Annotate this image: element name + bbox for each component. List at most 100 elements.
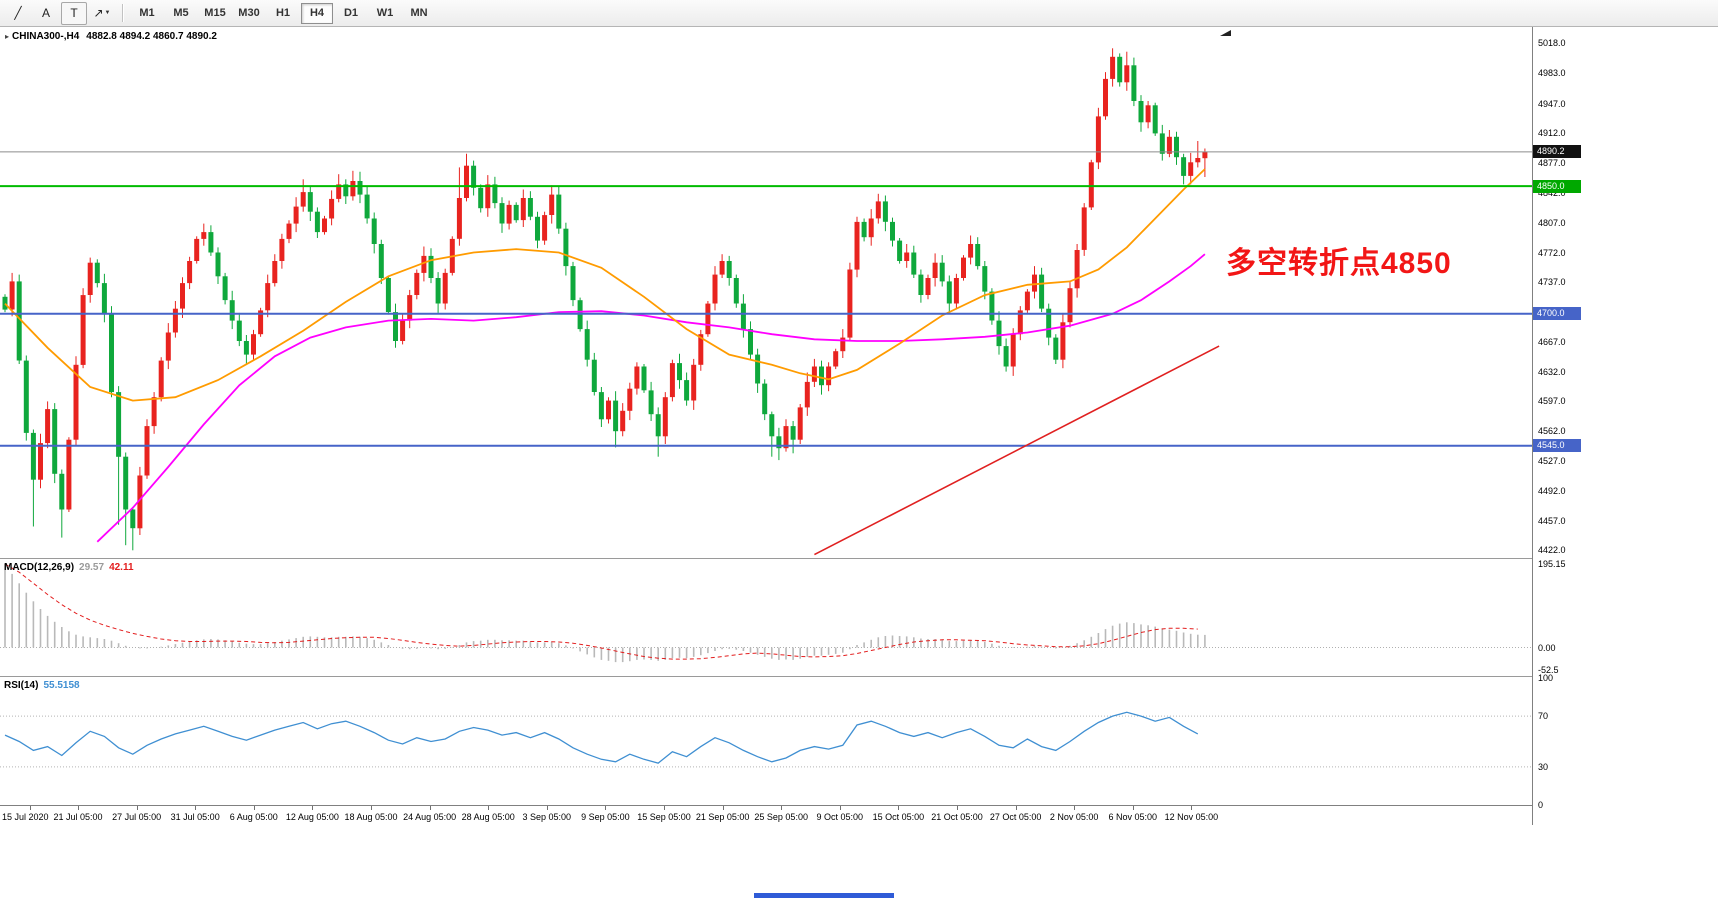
macd-signal-line: [4, 563, 1198, 660]
text-label-tool-icon[interactable]: T: [61, 1, 87, 25]
timeframe-w1[interactable]: W1: [376, 6, 394, 19]
time-tick-label: 21 Jul 05:00: [53, 812, 103, 822]
price-axis[interactable]: 5018.0 4983.0 4947.0 4912.0 4877.0 4842.0 4807…: [1532, 27, 1718, 825]
price-tick-label: 4947.0: [1538, 98, 1566, 109]
timeframe-m30[interactable]: M30: [238, 6, 260, 19]
time-tick-label: 27 Oct 05:00: [989, 812, 1042, 822]
ma-slow-line: [96, 253, 1206, 543]
macd-plot[interactable]: [0, 560, 1532, 676]
time-tick-label: 6 Nov 05:00: [1108, 812, 1158, 822]
time-tick-label: 21 Sep 05:00: [695, 812, 750, 822]
rsi-tick-label: 100: [1538, 673, 1554, 683]
chart-title: ▸ CHINA300-,H4 4882.8 4894.2 4860.7 4890.2: [5, 31, 217, 42]
time-tick-label: 25 Sep 05:00: [754, 812, 808, 822]
macd-tick-label: -52.5: [1538, 665, 1559, 675]
time-tick: [136, 806, 138, 810]
price-tick-label: 4632.0: [1538, 366, 1566, 377]
price-badge-4890.2: 4890.2: [1533, 145, 1581, 159]
time-tick-label: 18 Aug 05:00: [344, 812, 398, 822]
time-tick-label: 24 Aug 05:00: [403, 812, 457, 822]
timeframe-m15[interactable]: M15: [204, 6, 226, 19]
main-chart-plot[interactable]: [0, 27, 1532, 558]
toolbar: ╱ A T ↗ ▼ M1 M5 M15 M30 H1 H4 D1 W1 MN: [0, 0, 1718, 27]
price-tick-label: 4527.0: [1538, 456, 1566, 466]
timeframe-mn[interactable]: MN: [410, 6, 428, 19]
time-tick-label: 12 Nov 05:00: [1164, 812, 1219, 822]
rsi-line: [4, 711, 1199, 764]
time-tick-label: 3 Sep 05:00: [522, 812, 572, 822]
chart-shift-marker-icon[interactable]: [1220, 30, 1231, 36]
time-tick-label: 15 Sep 05:00: [637, 812, 691, 822]
macd-signal-value: 42.11: [109, 562, 134, 573]
arrows-tool-icon[interactable]: ↗ ▼: [93, 6, 111, 20]
toolbar-tools: ╱ A T ↗ ▼: [4, 1, 116, 25]
time-tick: [898, 806, 900, 810]
rsi-plot[interactable]: [0, 678, 1532, 805]
rsi-tick-label: 70: [1538, 711, 1549, 722]
candles-group: [2, 48, 1208, 551]
time-tick: [371, 806, 372, 810]
price-tick-label: 4772.0: [1538, 247, 1566, 258]
time-tick: [546, 806, 548, 810]
timeframe-h1[interactable]: H1: [275, 6, 291, 19]
trendline[interactable]: [814, 345, 1220, 556]
timeframe-m5[interactable]: M5: [173, 6, 189, 19]
time-tick-label: 15 Jul 2020: [2, 812, 49, 822]
one-click-trading-icon[interactable]: ▸: [5, 32, 10, 41]
timeframe-d1[interactable]: D1: [343, 6, 359, 19]
time-tick-label: 21 Oct 05:00: [931, 812, 983, 822]
time-tick-label: 2 Nov 05:00: [1049, 812, 1099, 822]
toolbar-timeframes: M1 M5 M15 M30 H1 H4 D1 W1 MN: [130, 2, 436, 24]
macd-label-row: MACD(12,26,9) 29.57 42.11: [4, 562, 139, 573]
rsi-tick-label: 0: [1538, 800, 1544, 810]
time-tick: [30, 806, 31, 810]
price-tick-label: 4842.0: [1538, 187, 1566, 198]
chart-symbol-timeframe: CHINA300-,H4: [12, 31, 80, 42]
price-tick-label: 4492.0: [1538, 485, 1566, 496]
chart-annotation-text[interactable]: 多空转折点4850: [1226, 247, 1452, 280]
time-tick: [1074, 806, 1076, 810]
dropdown-caret-icon: ▼: [104, 10, 111, 16]
time-tick-label: 27 Jul 05:00: [112, 812, 162, 822]
time-tick: [664, 806, 665, 810]
price-tick-label: 5018.0: [1538, 38, 1566, 49]
time-tick: [1191, 806, 1193, 810]
price-tick-label: 4807.0: [1538, 217, 1566, 228]
chart-window: ▸ CHINA300-,H4 4882.8 4894.2 4860.7 4890.2…: [0, 27, 1718, 898]
rsi-value: 55.5158: [43, 680, 80, 691]
line-tool-icon[interactable]: ╱: [14, 6, 22, 20]
timeframe-m1[interactable]: M1: [139, 6, 155, 19]
time-tick: [429, 806, 431, 810]
time-tick: [781, 806, 783, 810]
price-tick-label: 4457.0: [1538, 515, 1566, 526]
time-tick-label: 6 Aug 05:00: [229, 812, 278, 822]
price-tick-label: 4877.0: [1538, 158, 1566, 169]
time-tick-label: 9 Oct 05:00: [816, 812, 864, 822]
price-tick-label: 4667.0: [1538, 336, 1566, 347]
time-tick: [1132, 806, 1134, 810]
time-tick-label: 31 Jul 05:00: [170, 812, 220, 822]
price-tick-label: 4597.0: [1538, 396, 1566, 407]
time-tick: [253, 806, 255, 810]
macd-tick-label: 195.15: [1538, 559, 1566, 569]
time-tick: [1015, 806, 1017, 810]
panel-splitter[interactable]: [0, 676, 1533, 677]
panel-splitter[interactable]: [0, 558, 1533, 559]
time-tick-label: 9 Sep 05:00: [581, 812, 630, 822]
time-tick-label: 12 Aug 05:00: [285, 812, 339, 822]
chart-ohlc-values: 4882.8 4894.2 4860.7 4890.2: [86, 31, 217, 42]
price-tick-label: 4422.0: [1538, 545, 1566, 556]
time-tick-label: 15 Oct 05:00: [872, 812, 925, 822]
time-axis[interactable]: 15 Jul 2020 21 Jul 05:00 27 Jul 05:00 31 Ju…: [0, 806, 1532, 826]
rsi-tick-label: 30: [1538, 761, 1549, 772]
text-tool-icon[interactable]: A: [41, 6, 50, 20]
time-tick: [488, 806, 490, 810]
timeframe-h4[interactable]: H4: [301, 2, 333, 24]
time-tick: [312, 806, 314, 810]
time-tick: [839, 806, 841, 810]
macd-tick-label: 0.00: [1538, 642, 1556, 653]
price-tick-label: 4983.0: [1538, 68, 1566, 78]
taskbar-fragment: [754, 893, 894, 898]
time-tick: [605, 806, 607, 810]
time-tick: [78, 806, 79, 810]
